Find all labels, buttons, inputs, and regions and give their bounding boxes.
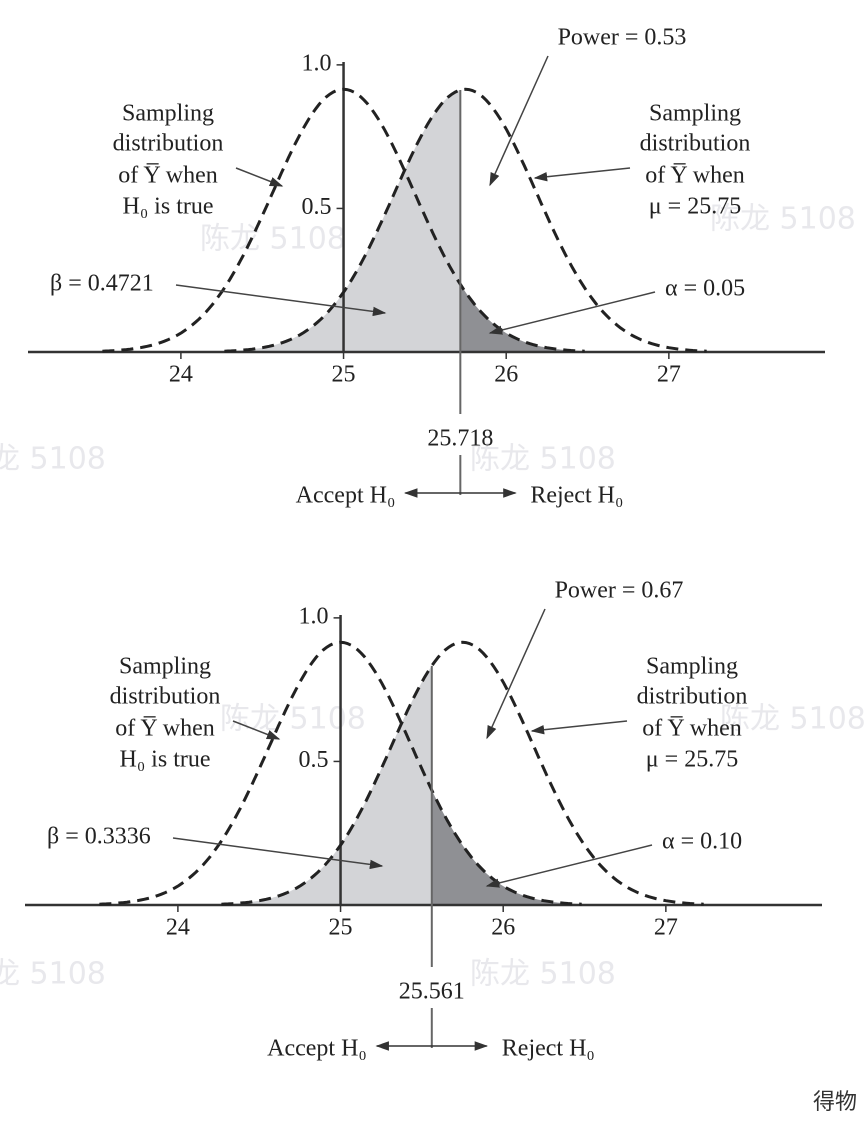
density-curve [221, 640, 704, 906]
right-annotation: μ = 25.75 [649, 194, 741, 220]
accept-label: Accept H₀ [267, 1036, 367, 1062]
alpha-region [431, 790, 582, 905]
right-annotation: of Y̅ when [645, 163, 745, 189]
watermark: 陈龙 5108 [710, 202, 856, 237]
right-annotation: distribution [640, 131, 751, 157]
annotation-arrow [530, 720, 628, 735]
watermark: 陈龙 5108 [0, 442, 106, 477]
density-curve [102, 87, 585, 353]
y-tick-label: 0.5 [302, 194, 332, 220]
right-annotation: μ = 25.75 [646, 747, 738, 773]
x-tick-label: 24 [166, 915, 190, 941]
annotation-arrow [533, 167, 631, 182]
beta-region [221, 665, 432, 905]
watermark: 陈龙 5108 [720, 702, 865, 737]
left-annotation: distribution [110, 684, 221, 710]
left-annotation: H₀ is true [119, 747, 210, 773]
beta-region [224, 90, 461, 352]
y-tick-label: 1.0 [302, 50, 332, 76]
y-tick-label: 0.5 [299, 747, 329, 773]
right-annotation: distribution [637, 684, 748, 710]
watermark: 陈龙 5108 [0, 957, 106, 992]
right-annotation: Sampling [649, 101, 741, 127]
annotation-arrow [172, 837, 384, 870]
watermark: 陈龙 5108 [470, 957, 616, 992]
reject-label: Reject H₀ [530, 483, 623, 509]
x-tick-label: 26 [491, 915, 515, 941]
annotation-arrow [175, 284, 387, 317]
power-label: Power = 0.53 [558, 25, 687, 51]
accept-label: Accept H₀ [296, 483, 396, 509]
x-tick-label: 24 [169, 362, 193, 388]
right-annotation: of Y̅ when [642, 716, 742, 742]
x-tick-label: 26 [494, 362, 518, 388]
annotation-arrow [232, 720, 281, 740]
cutoff-label: 25.718 [427, 426, 493, 452]
beta-label: β = 0.4721 [50, 271, 154, 297]
x-tick-label: 27 [657, 362, 681, 388]
watermark: 陈龙 5108 [220, 702, 366, 737]
y-tick-label: 1.0 [299, 603, 329, 629]
alpha-label: α = 0.05 [665, 276, 745, 302]
density-curve [224, 87, 707, 353]
logo: 得物 [813, 1090, 857, 1115]
watermark: 陈龙 5108 [200, 222, 346, 257]
density-curve [99, 640, 582, 906]
power-label: Power = 0.67 [555, 578, 684, 604]
annotation-arrow [235, 167, 284, 187]
left-annotation: of Y̅ when [118, 163, 218, 189]
watermark: 陈龙 5108 [470, 442, 616, 477]
x-tick-label: 27 [654, 915, 678, 941]
left-annotation: Sampling [122, 101, 214, 127]
annotation-arrow [488, 291, 656, 335]
annotation-arrow [486, 608, 546, 740]
alpha-region [460, 284, 585, 352]
left-annotation: of Y̅ when [115, 716, 215, 742]
x-tick-label: 25 [332, 362, 356, 388]
left-annotation: distribution [113, 131, 224, 157]
right-annotation: Sampling [646, 654, 738, 680]
left-annotation: Sampling [119, 654, 211, 680]
annotation-arrow [485, 844, 653, 888]
annotation-arrow [489, 55, 549, 187]
alpha-label: α = 0.10 [662, 829, 742, 855]
beta-label: β = 0.3336 [47, 824, 151, 850]
reject-label: Reject H₀ [502, 1036, 595, 1062]
left-annotation: H₀ is true [122, 194, 213, 220]
x-tick-label: 25 [329, 915, 353, 941]
cutoff-label: 25.561 [399, 979, 465, 1005]
